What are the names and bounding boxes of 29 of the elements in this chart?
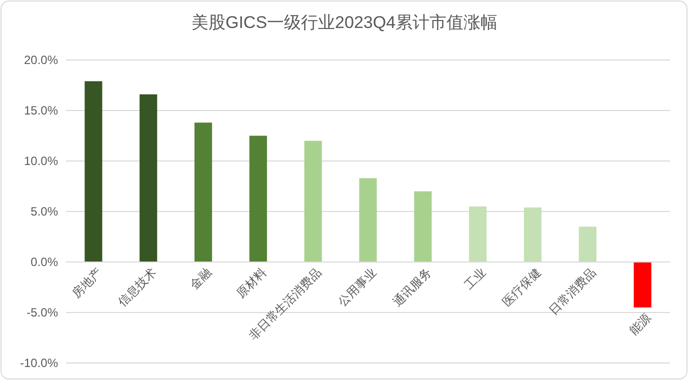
chart-title: 美股GICS一级行业2023Q4累计市值涨幅 [191,13,498,32]
x-tick-label: 工业 [462,265,489,292]
bar [249,136,267,262]
bar [524,207,542,262]
y-tick-label: 20.0% [24,53,58,67]
x-tick-label: 通讯服务 [390,265,434,309]
y-tick-label: 10.0% [24,154,58,168]
x-tick-label: 原材料 [234,265,270,300]
y-tick-label: 5.0% [30,204,58,218]
bar [84,81,102,262]
x-tick-label: 公用事业 [335,265,379,309]
x-tick-label: 日常消费品 [546,265,599,318]
bar [469,206,487,262]
bar [634,262,652,308]
x-tick-label: 房地产 [69,265,104,300]
x-tick-label: 信息技术 [115,265,160,309]
bar [578,226,596,262]
x-tick-label: 能源 [626,310,654,338]
bar [414,191,432,262]
y-tick-label: -5.0% [26,306,58,320]
x-tick-label: 金融 [187,265,214,292]
bar [140,94,158,262]
bar [304,140,322,262]
x-tick-label: 医疗保健 [500,265,544,309]
bar [194,122,212,262]
y-tick-label: -10.0% [20,356,58,370]
bar [359,178,377,262]
y-tick-label: 15.0% [24,104,58,118]
y-tick-label: 0.0% [30,255,58,269]
